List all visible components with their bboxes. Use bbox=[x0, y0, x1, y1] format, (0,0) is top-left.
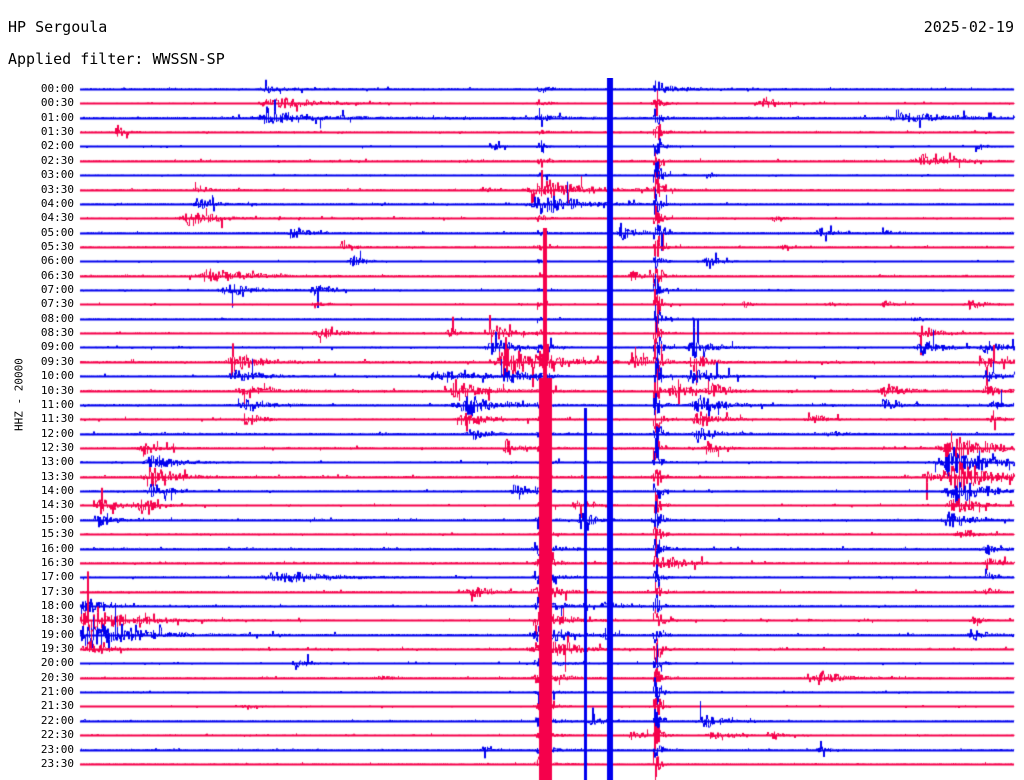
helicorder-plot: 00:0000:3001:0001:3002:0002:3003:0003:30… bbox=[0, 78, 1024, 780]
station-name: HP Sergoula bbox=[8, 18, 108, 36]
applied-filter-label: Applied filter: WWSSN-SP bbox=[8, 50, 225, 68]
seismogram-traces bbox=[0, 78, 1024, 780]
record-date: 2025-02-19 bbox=[923, 18, 1014, 36]
